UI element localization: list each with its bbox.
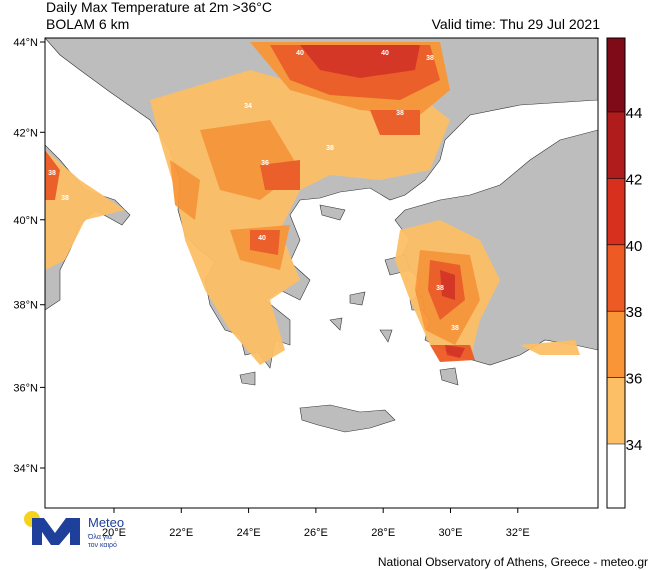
contour-label: 34 — [244, 103, 252, 110]
logo-name: Meteo — [88, 515, 124, 530]
logo-tagline: Όλα για — [87, 534, 112, 541]
logo-tagline: τον καιρό — [88, 541, 117, 549]
colorbar: 34 36 38 40 42 44 — [606, 37, 643, 509]
lat-label: 44°N — [13, 37, 38, 49]
contour-label: 36 — [176, 235, 184, 242]
colorbar-label: 42 — [626, 171, 643, 188]
logo: Meteo Όλα για τον καιρό — [24, 511, 124, 549]
contour-label: 40 — [296, 50, 304, 57]
contour-label: 38 — [451, 325, 459, 332]
contour-label: 38 — [426, 55, 434, 62]
colorbar-label: 40 — [626, 238, 643, 255]
map: 40 40 38 38 34 36 38 38 34 40 36 38 34 36 38 38 44°N 42°… — [13, 37, 599, 539]
lon-label: 32°E — [506, 527, 530, 539]
lon-label: 22°E — [169, 527, 193, 539]
lat-label: 42°N — [13, 127, 38, 139]
colorbar-segment — [607, 311, 625, 378]
lon-label: 28°E — [371, 527, 395, 539]
contour-label: 38 — [48, 170, 56, 177]
contour-label: 38 — [61, 195, 69, 202]
colorbar-label: 36 — [626, 371, 643, 388]
heat-area — [170, 42, 480, 345]
colorbar-label: 34 — [626, 437, 643, 454]
lat-label: 36°N — [13, 382, 38, 394]
lon-label: 20°E — [102, 527, 126, 539]
map-frame — [44, 37, 599, 509]
contour-label: 38 — [436, 285, 444, 292]
colorbar-label: 44 — [626, 105, 643, 122]
colorbar-label: 38 — [626, 304, 643, 321]
colorbar-segment — [607, 178, 625, 245]
contour-label: 40 — [381, 50, 389, 57]
contour-label: 40 — [258, 235, 266, 242]
lat-label: 40°N — [13, 215, 38, 227]
lat-label: 34°N — [13, 463, 38, 475]
lat-label: 38°N — [13, 300, 38, 312]
contour-label: 34 — [66, 260, 74, 267]
colorbar-segment — [607, 244, 625, 312]
lon-label: 24°E — [237, 527, 261, 539]
contour-label: 36 — [236, 365, 244, 372]
contour-label: 38 — [326, 145, 334, 152]
lon-label: 30°E — [438, 527, 462, 539]
colorbar-segment — [607, 112, 625, 179]
contour-label: 34 — [206, 330, 214, 337]
colorbar-segment — [607, 377, 625, 444]
valid-time: Valid time: Thu 29 Jul 2021 — [432, 16, 601, 32]
logo-mark — [32, 518, 80, 545]
lon-label: 26°E — [304, 527, 328, 539]
title: Daily Max Temperature at 2m >36°C — [46, 0, 272, 15]
colorbar-frame — [606, 37, 626, 509]
colorbar-segment — [607, 38, 625, 112]
contour-label: 38 — [396, 110, 404, 117]
subtitle: BOLAM 6 km — [46, 16, 129, 32]
footer: National Observatory of Athens, Greece -… — [378, 555, 648, 569]
heat-area — [45, 45, 475, 362]
colorbar-segment — [607, 444, 625, 508]
land — [299, 404, 396, 433]
contour-label: 36 — [261, 160, 269, 167]
